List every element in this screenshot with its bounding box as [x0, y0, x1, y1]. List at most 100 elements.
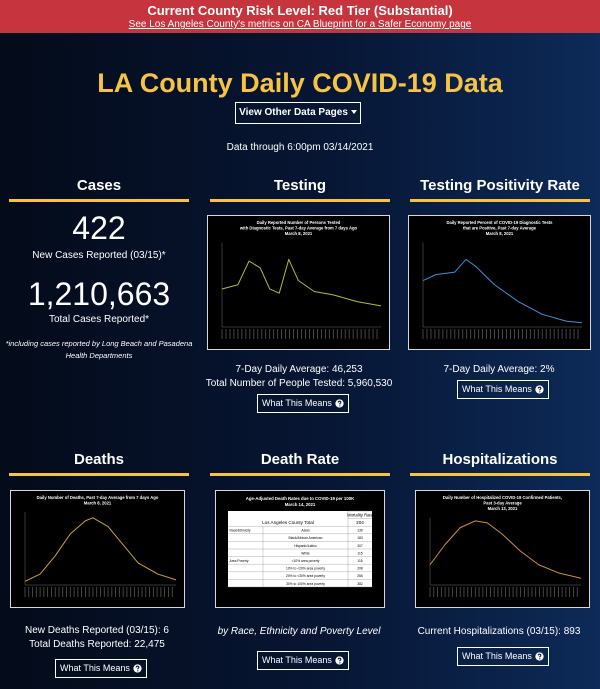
table-group: Area Poverty	[230, 559, 249, 563]
trend-line	[429, 520, 582, 579]
chart-title: Past 3-day Average	[483, 501, 522, 506]
icon-glyph	[135, 665, 140, 670]
table-row-label: Asian	[301, 529, 309, 533]
table-row-label: <10% area poverty	[292, 559, 320, 563]
icon-glyph	[537, 386, 542, 391]
table-row-label: Hispanic/Latino	[294, 544, 317, 548]
summary-text: by Race, Ethnicity and Poverty Level	[217, 626, 381, 637]
button-label: What This Means	[60, 663, 130, 673]
table-row-label: Black/African American	[289, 536, 323, 540]
trend-line	[422, 258, 583, 324]
table-row-label: 30% to 100% area poverty	[286, 582, 325, 586]
banner-link[interactable]: See Los Angeles County's metrics on CA B…	[128, 19, 472, 30]
what-this-means-button[interactable]: What This Means	[257, 394, 349, 413]
table-row-value: 139	[357, 529, 363, 533]
info-icon	[335, 399, 344, 408]
button-label: What This Means	[262, 398, 332, 408]
page-title: LA County Daily COVID-19 Data	[97, 68, 503, 98]
table-column: Mortality Rate	[347, 513, 374, 518]
what-this-means-button[interactable]: What This Means	[257, 651, 349, 670]
what-this-means-button[interactable]: What This Means	[457, 647, 549, 666]
summary-text: Current Hospitalizations (03/15): 893	[417, 626, 581, 637]
button-label: What This Means	[262, 655, 332, 665]
table-row-label: 10% to <20% area poverty	[286, 567, 325, 571]
data-pages-button[interactable]: View Other Data Pages	[235, 102, 361, 124]
heading-rule	[9, 199, 189, 202]
table-row-value: 208	[357, 567, 363, 571]
heading-rule	[410, 199, 590, 202]
info-icon	[535, 385, 544, 394]
heading-rule	[210, 473, 390, 476]
chart-title: Daily Reported Number of Persons Tested	[257, 220, 341, 225]
chart-title: that are Positive, Past 7-day Average	[463, 226, 537, 231]
table-row-value: 118	[357, 559, 362, 563]
chart-thumbnail[interactable]: Age-Adjusted Death Rates due to COVID-19…	[215, 490, 385, 608]
info-icon	[133, 664, 142, 673]
trend-line	[24, 517, 177, 582]
thumbnail-image: Daily Number of Hospitalized COVID-19 Co…	[429, 495, 582, 597]
chart-title: Daily Number of Hospitalized COVID-19 Co…	[443, 495, 562, 500]
table-row-value: 183	[357, 536, 363, 540]
total-cases-label: Total Cases Reported*	[48, 314, 150, 325]
icon-glyph	[337, 400, 342, 405]
table-row-label: 20% to <30% area poverty	[286, 574, 325, 578]
icon-glyph	[537, 653, 542, 658]
chart-title: March 8, 2021	[285, 231, 313, 236]
chart-title: March 8, 2021	[84, 501, 112, 506]
button-label: What This Means	[462, 384, 532, 394]
table-row-label: White	[301, 551, 310, 555]
table-date: March 14, 2021	[285, 502, 316, 507]
chart-title: Daily Reported Percent of COVID-19 Diagn…	[446, 220, 553, 225]
icon-glyph	[337, 657, 342, 662]
table-row-value: 382	[357, 582, 363, 586]
cases-footnote: *including cases reported by Long Beach …	[5, 339, 193, 360]
chart-thumbnail[interactable]: Daily Reported Number of Persons Tested w…	[207, 215, 390, 350]
icon-dot	[539, 391, 541, 393]
table-group: Race/Ethnicity	[230, 529, 251, 533]
table-total-label: Los Angeles County Total	[262, 520, 314, 525]
table-total: 204	[356, 520, 364, 525]
section-heading: Death Rate	[260, 451, 340, 468]
icon-dot	[339, 405, 341, 407]
section-heading: Testing Positivity Rate	[420, 177, 580, 194]
risk-banner: Current County Risk Level: Red Tier (Sub…	[0, 0, 600, 33]
chart-title: with Diagnostic Tests, Past 7-day Averag…	[239, 226, 358, 231]
chart-title: March 8, 2021	[486, 231, 514, 236]
summary-text: 7-Day Daily Average: 2%	[443, 364, 555, 375]
icon-dot	[137, 670, 139, 672]
info-icon	[535, 652, 544, 661]
table-row-value: 307	[357, 544, 363, 548]
new-cases-label: New Cases Reported (03/15)*	[32, 250, 166, 261]
section-heading: Deaths	[73, 451, 125, 468]
summary-text: 7-Day Daily Average: 46,253	[235, 364, 363, 375]
table-row-value: 266	[357, 574, 363, 578]
caret	[350, 110, 357, 115]
summary-text: Total Number of People Tested: 5,960,530	[205, 378, 393, 389]
chart-thumbnail[interactable]: Daily Reported Percent of COVID-19 Diagn…	[408, 215, 591, 350]
section-heading: Hospitalizations	[442, 451, 558, 468]
chart-thumbnail[interactable]: Daily Number of Deaths, Past 7-day Avera…	[10, 490, 185, 608]
heading-rule	[210, 199, 390, 202]
thumbnail-image: Age-Adjusted Death Rates due to COVID-19…	[228, 496, 374, 588]
section-heading: Cases	[76, 177, 122, 194]
table-title: Age-Adjusted Death Rates due to COVID-19…	[246, 496, 355, 501]
new-cases-value: 422	[72, 210, 126, 246]
icon-dot	[339, 662, 341, 664]
chart-title: March 13, 2021	[488, 506, 518, 511]
icon-dot	[539, 658, 541, 660]
button-label: What This Means	[462, 651, 532, 661]
chart-thumbnail[interactable]: Daily Number of Hospitalized COVID-19 Co…	[415, 490, 590, 608]
thumbnail-image: Daily Reported Percent of COVID-19 Diagn…	[422, 220, 583, 339]
thumbnail-image: Daily Number of Deaths, Past 7-day Avera…	[24, 495, 177, 597]
section-heading: Testing	[273, 177, 327, 194]
summary-text: Total Deaths Reported: 22,475	[29, 639, 165, 650]
total-cases-value: 1,210,663	[27, 276, 171, 312]
button-label: View Other Data Pages	[239, 107, 348, 118]
banner-title: Current County Risk Level: Red Tier (Sub…	[147, 3, 453, 18]
what-this-means-button[interactable]: What This Means	[457, 380, 549, 399]
summary-text: New Deaths Reported (03/15): 6	[25, 625, 169, 636]
heading-rule	[410, 473, 590, 476]
table-row-value: 115	[357, 551, 362, 555]
what-this-means-button[interactable]: What This Means	[55, 659, 147, 678]
